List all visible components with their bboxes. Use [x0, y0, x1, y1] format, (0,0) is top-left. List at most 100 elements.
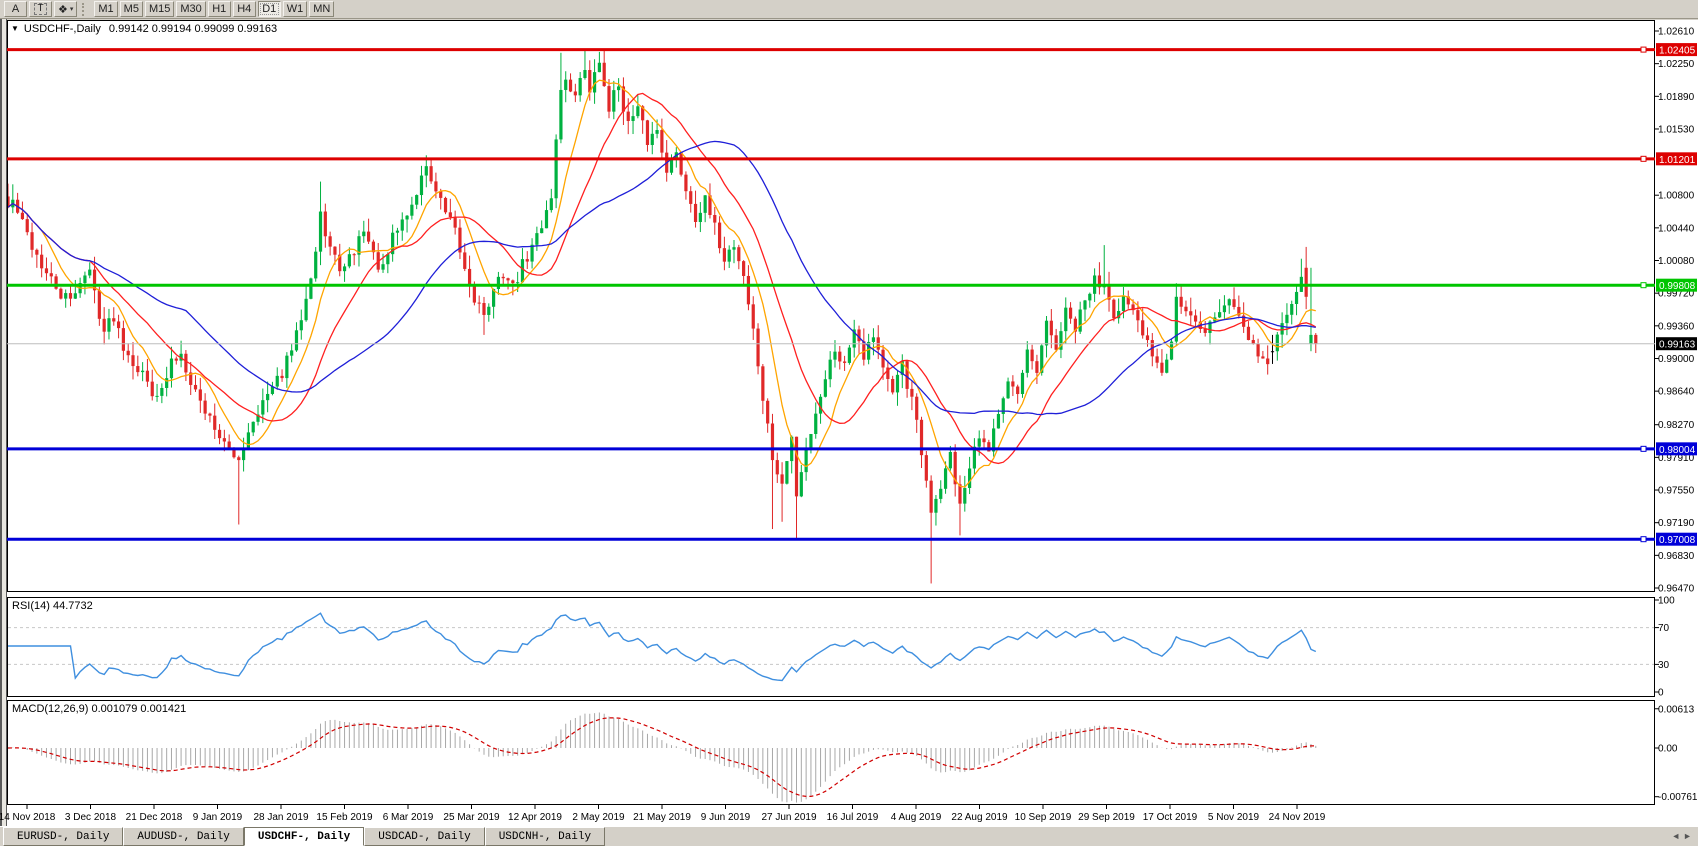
rsi-indicator-label: RSI(14) 44.7732 [12, 600, 93, 612]
svg-text:0.99163: 0.99163 [1659, 340, 1696, 351]
timeframe-d1-button[interactable]: D1 [257, 1, 281, 17]
chevron-down-icon: ▾ [69, 6, 74, 13]
timeframe-button-group: M1 M5 M15 M30 H1 H4 D1 W1 MN [93, 1, 335, 17]
price-axis-label: 0.97910 [1658, 453, 1695, 464]
macd-signal-line [8, 717, 1316, 798]
date-axis-label: 27 Jun 2019 [761, 812, 816, 823]
ma-slow-line [8, 140, 1316, 416]
price-axis-label: 1.02610 [1658, 27, 1695, 38]
text-tool-button[interactable]: T [29, 1, 52, 17]
svg-text:1.01201: 1.01201 [1659, 155, 1696, 166]
date-axis-label: 14 Nov 2018 [0, 812, 56, 823]
tab-scrollers: ◄ ► [1673, 827, 1698, 846]
macd-indicator-label: MACD(12,26,9) 0.001079 0.001421 [12, 703, 187, 715]
hline-1.02405[interactable] [7, 46, 1655, 53]
macd-axis-label: 0.00 [1658, 744, 1678, 755]
price-axis-label: 1.00440 [1658, 223, 1695, 234]
rsi-line [8, 612, 1317, 682]
date-axis-label: 5 Nov 2019 [1208, 812, 1260, 823]
tab-usdchf[interactable]: USDCHF-, Daily [243, 827, 365, 846]
timeframe-m5-button[interactable]: M5 [119, 1, 143, 17]
date-axis-label: 29 Sep 2019 [1078, 812, 1135, 823]
date-axis-label: 9 Jun 2019 [701, 812, 751, 823]
svg-text:0.97008: 0.97008 [1659, 535, 1696, 546]
price-axis-label: 1.01530 [1658, 124, 1695, 135]
date-axis-label: 21 May 2019 [633, 812, 691, 823]
price-box-1.01201: 1.01201 [1656, 152, 1697, 166]
price-axis-label: 0.96470 [1658, 584, 1695, 595]
text-tool-icon: T [34, 3, 47, 15]
price-box-1.02405: 1.02405 [1656, 43, 1697, 57]
tab-scroll-right-icon[interactable]: ► [1684, 831, 1690, 842]
svg-text:0.98004: 0.98004 [1659, 445, 1696, 456]
timeframe-h4-button[interactable]: H4 [232, 1, 256, 17]
hline-0.98004[interactable] [7, 445, 1655, 452]
date-axis-label: 16 Jul 2019 [827, 812, 879, 823]
price-axis-label: 1.00080 [1658, 256, 1695, 267]
price-axis-label: 0.98640 [1658, 387, 1695, 398]
ma-fast-line [8, 79, 1316, 488]
toolbar: A T ❖ ▾ M1 M5 M15 M30 H1 H4 D1 W1 MN [0, 0, 1698, 19]
date-axis-label: 28 Jan 2019 [253, 812, 308, 823]
price-box-0.98004: 0.98004 [1656, 442, 1697, 456]
rsi-axis-label: 100 [1658, 596, 1675, 607]
price-axis-label: 1.02250 [1658, 59, 1695, 70]
date-axis-label: 17 Oct 2019 [1143, 812, 1198, 823]
price-axis-label: 0.99000 [1658, 354, 1695, 365]
ma-mid-line [8, 92, 1317, 465]
hline-0.97008[interactable] [7, 536, 1655, 543]
date-axis-label: 4 Aug 2019 [891, 812, 942, 823]
date-axis-label: 6 Mar 2019 [383, 812, 434, 823]
toolbar-grip [82, 2, 88, 16]
svg-text:0.99808: 0.99808 [1659, 281, 1696, 292]
date-axis-label: 24 Nov 2019 [1269, 812, 1326, 823]
rsi-axis-label: 0 [1658, 688, 1664, 699]
price-axis-label: 0.99720 [1658, 289, 1695, 300]
timeframe-w1-button[interactable]: W1 [282, 1, 308, 17]
price-axis-label: 1.01890 [1658, 92, 1695, 103]
tab-audusd[interactable]: AUDUSD-, Daily [123, 827, 244, 846]
workspace-left-edge [0, 19, 7, 846]
timeframe-m1-button[interactable]: M1 [94, 1, 118, 17]
svg-text:1.02405: 1.02405 [1659, 46, 1696, 57]
shapes-tool-button[interactable]: ❖ ▾ [54, 1, 78, 17]
price-box-0.99808: 0.99808 [1656, 278, 1697, 292]
timeframe-m30-button[interactable]: M30 [176, 1, 206, 17]
price-axis-label: 0.98270 [1658, 420, 1695, 431]
date-axis-label: 15 Feb 2019 [316, 812, 373, 823]
price-axis-label: 0.97550 [1658, 486, 1695, 497]
price-axis-label: 0.97190 [1658, 518, 1695, 529]
timeframe-mn-button[interactable]: MN [309, 1, 335, 17]
hline-1.01201[interactable] [7, 155, 1655, 162]
date-axis-label: 9 Jan 2019 [193, 812, 243, 823]
rsi-axis-label: 70 [1658, 623, 1670, 634]
price-axis-label: 0.99360 [1658, 321, 1695, 332]
chart-symbol-period: USDCHF-,Daily [23, 23, 101, 35]
arrow-tool-button[interactable]: A [4, 1, 27, 17]
date-axis-label: 22 Aug 2019 [951, 812, 1008, 823]
chart-ohlc-values: 0.99142 0.99194 0.99099 0.99163 [108, 23, 278, 35]
timeframe-h1-button[interactable]: H1 [207, 1, 231, 17]
tab-scroll-left-icon[interactable]: ◄ [1673, 831, 1679, 842]
date-axis-label: 21 Dec 2018 [126, 812, 183, 823]
price-axis-label: 1.00800 [1658, 191, 1695, 202]
price-axis-label: 0.96830 [1658, 551, 1695, 562]
price-box-0.97008: 0.97008 [1656, 532, 1697, 546]
hline-0.99808[interactable] [7, 282, 1655, 289]
date-axis-label: 25 Mar 2019 [443, 812, 500, 823]
rsi-axis-label: 30 [1658, 660, 1670, 671]
date-axis-label: 2 May 2019 [572, 812, 625, 823]
date-axis-label: 3 Dec 2018 [65, 812, 117, 823]
chart-title: ▼ USDCHF-,Daily 0.99142 0.99194 0.99099 0.… [11, 23, 277, 35]
shapes-icon: ❖ [58, 3, 68, 16]
timeframe-m15-button[interactable]: M15 [144, 1, 175, 17]
date-axis-label: 12 Apr 2019 [508, 812, 562, 823]
chart-menu-triangle-icon[interactable]: ▼ [11, 24, 19, 33]
date-axis-label: 10 Sep 2019 [1015, 812, 1072, 823]
candles-layer [8, 49, 1318, 584]
macd-histogram [12, 712, 1317, 803]
price-box-0.99163: 0.99163 [1656, 337, 1697, 351]
macd-axis-label: -0.00761 [1658, 792, 1698, 803]
